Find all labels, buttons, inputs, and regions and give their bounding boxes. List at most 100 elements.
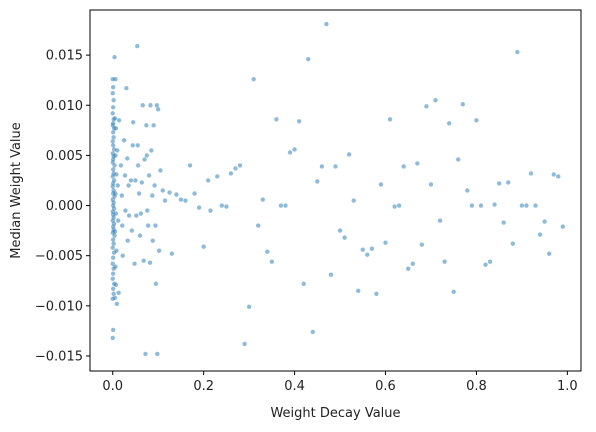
data-point (111, 291, 116, 296)
data-point (135, 143, 140, 148)
y-tick-label: 0.015 (46, 49, 83, 64)
data-point (196, 205, 202, 210)
data-point (113, 264, 118, 269)
data-point (501, 220, 506, 225)
data-point (383, 240, 388, 245)
data-point (342, 235, 347, 240)
data-point (158, 168, 163, 173)
data-point (178, 197, 184, 202)
data-point (129, 228, 135, 233)
data-point (155, 351, 160, 357)
data-point (113, 76, 118, 82)
data-point (424, 104, 429, 109)
data-point (456, 157, 461, 162)
data-point (110, 105, 116, 110)
data-point (110, 286, 116, 291)
data-point (154, 103, 160, 108)
x-axis-ticks: 0.0 0.2 0.4 0.6 0.8 1.0 (102, 371, 578, 394)
y-tick-label: −0.010 (35, 299, 83, 314)
data-point (206, 178, 211, 183)
data-point (528, 171, 534, 176)
data-point (192, 191, 197, 196)
data-point (228, 171, 234, 176)
data-point (133, 178, 138, 183)
data-point (139, 180, 145, 185)
data-point (110, 130, 116, 135)
data-point (492, 202, 497, 207)
x-tick-label: 0.6 (375, 379, 396, 394)
data-point (519, 203, 525, 208)
x-axis-label: Weight Decay Value (270, 406, 400, 421)
data-point (306, 56, 311, 62)
data-point (142, 157, 147, 162)
data-point (126, 213, 132, 218)
data-point (113, 153, 118, 158)
y-tick-label: 0.010 (46, 99, 83, 114)
data-point (112, 229, 118, 234)
data-point (256, 223, 261, 228)
data-point (387, 117, 393, 122)
data-point (219, 203, 225, 208)
data-point (392, 204, 397, 209)
data-point (111, 135, 116, 140)
data-point (242, 341, 247, 347)
data-point (132, 261, 137, 266)
data-point (546, 251, 552, 256)
data-point (136, 191, 142, 196)
scatter-points (110, 21, 566, 357)
data-point (469, 203, 475, 208)
data-point (116, 290, 121, 295)
y-axis-label: Median Weight Value (9, 122, 24, 259)
data-point (174, 192, 179, 197)
data-point (237, 163, 243, 168)
data-point (510, 241, 516, 246)
data-point (115, 148, 120, 153)
data-point (151, 123, 156, 128)
data-point (140, 103, 145, 108)
data-point (274, 117, 279, 122)
data-point (415, 161, 420, 166)
data-point (378, 182, 384, 187)
data-point (150, 193, 155, 198)
data-point (310, 329, 315, 335)
data-point (551, 172, 556, 177)
y-axis-ticks: −0.015 −0.010 −0.005 0.000 0.005 0.010 0.015 (35, 49, 90, 364)
data-point (515, 49, 520, 55)
data-point (120, 223, 125, 228)
data-point (233, 166, 238, 171)
data-point (125, 238, 130, 243)
data-point (141, 258, 146, 263)
data-point (110, 111, 115, 116)
data-point (153, 223, 158, 228)
x-tick-label: 0.4 (284, 379, 305, 394)
y-tick-label: −0.005 (35, 249, 83, 264)
data-point (110, 91, 115, 96)
data-point (533, 203, 538, 208)
data-point (128, 178, 134, 183)
data-point (160, 188, 165, 193)
data-point (487, 259, 493, 264)
data-point (465, 188, 470, 193)
data-point (112, 116, 118, 121)
data-point (474, 118, 479, 123)
data-point (137, 233, 143, 238)
data-point (556, 174, 561, 179)
data-point (110, 143, 116, 148)
data-point (122, 173, 128, 178)
data-point (144, 153, 150, 158)
data-point (135, 43, 140, 49)
data-point (119, 193, 125, 198)
data-point (110, 335, 115, 341)
data-point (113, 282, 119, 287)
data-point (560, 224, 566, 229)
data-point (144, 123, 149, 128)
data-point (433, 98, 438, 103)
data-point (246, 304, 252, 310)
data-point (110, 167, 116, 172)
data-point (337, 228, 343, 233)
data-point (156, 248, 162, 253)
data-point (123, 208, 128, 213)
data-point (251, 76, 256, 82)
